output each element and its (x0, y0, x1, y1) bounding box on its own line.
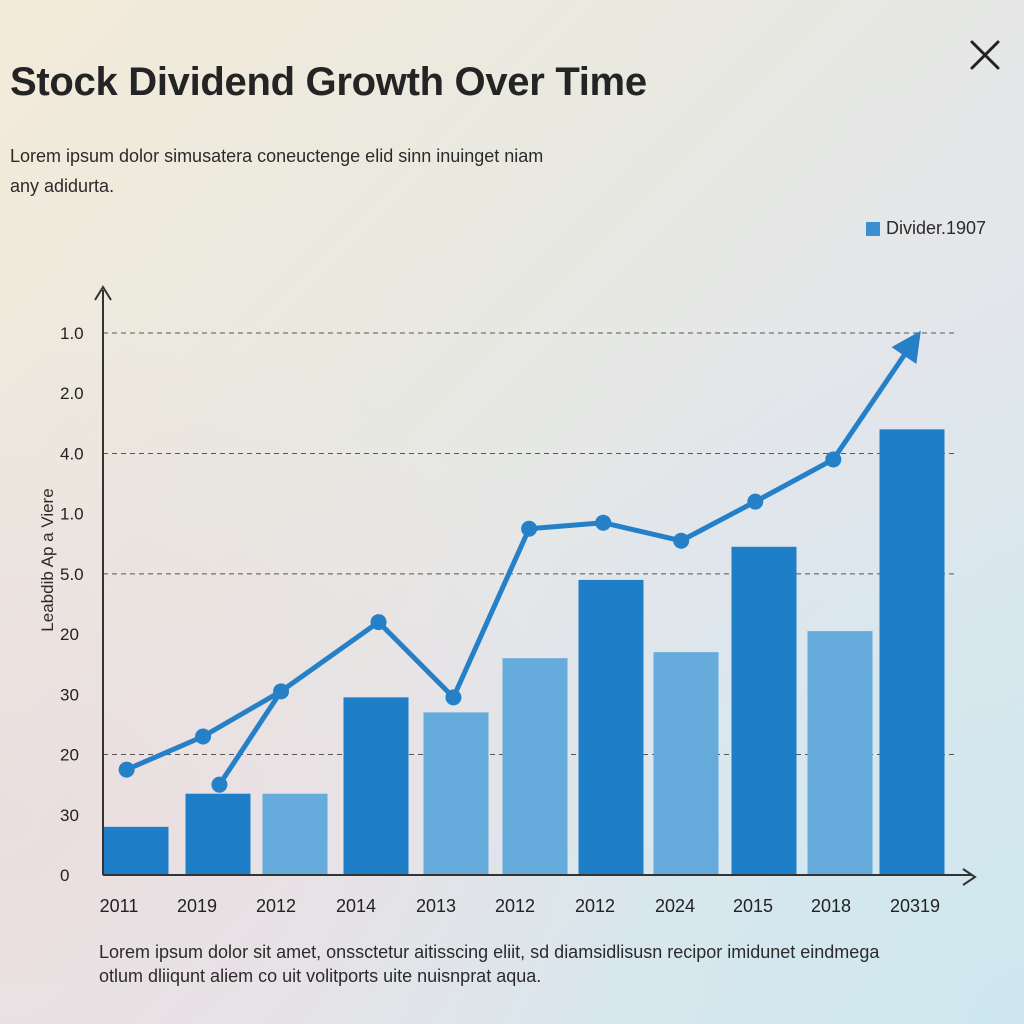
y-tick-label: 1.0 (60, 505, 84, 524)
x-tick-label: 2015 (733, 896, 773, 916)
bar (807, 631, 873, 875)
x-tick-label: 20319 (890, 896, 940, 916)
chart-footer-note: Lorem ipsum dolor sit amet, onssctetur a… (99, 942, 880, 986)
chart-description: Lorem ipsum dolor simusatera coneuctenge… (10, 146, 544, 196)
y-tick-label: 2.0 (60, 384, 84, 403)
x-tick-label: 2012 (256, 896, 296, 916)
bar (502, 658, 568, 875)
y-tick-label: 30 (60, 685, 79, 704)
bar (343, 697, 409, 875)
legend-swatch (866, 221, 880, 236)
x-tick-label: 2014 (336, 896, 376, 916)
x-tick-label: 2019 (177, 896, 217, 916)
trend-point (747, 493, 764, 510)
x-tick-label: 2012 (575, 896, 615, 916)
x-axis-arrow (962, 868, 977, 886)
bar (262, 793, 328, 875)
y-tick-label: 1.0 (60, 324, 84, 343)
bar (103, 826, 169, 875)
bar (578, 579, 644, 875)
y-tick-label: 20 (60, 746, 79, 765)
x-tick-label: 2013 (416, 896, 456, 916)
bar (185, 793, 251, 875)
y-tick-label: 30 (60, 806, 79, 825)
trend-point (673, 532, 690, 549)
trend-point (118, 761, 135, 778)
trend-arrowhead (891, 330, 921, 364)
y-tick-label: 5.0 (60, 565, 84, 584)
x-tick-label: 2018 (811, 896, 851, 916)
bar (423, 712, 489, 875)
y-axis-arrow (94, 285, 112, 301)
trend-point (370, 614, 387, 631)
bar (731, 546, 797, 875)
close-button[interactable] (962, 32, 1008, 78)
trend-point (825, 451, 842, 468)
trend-point (195, 728, 212, 745)
trend-point (595, 514, 612, 531)
close-icon (970, 40, 1000, 70)
x-tick-label: 2011 (100, 896, 139, 916)
bar (879, 429, 945, 875)
y-tick-label: 0 (60, 866, 69, 885)
trend-point (273, 683, 290, 700)
x-tick-label: 2012 (495, 896, 535, 916)
y-tick-label: 4.0 (60, 444, 84, 463)
y-tick-label: 20 (60, 625, 79, 644)
page-title: Stock Dividend Growth Over Time (10, 60, 647, 104)
trend-point (211, 776, 228, 793)
trend-point (445, 689, 462, 706)
bar (653, 652, 719, 875)
x-tick-label: 2024 (655, 896, 695, 916)
chart-legend: Divider.1907 (866, 218, 986, 239)
legend-label: Divider.1907 (886, 218, 987, 238)
trend-point (521, 520, 538, 537)
